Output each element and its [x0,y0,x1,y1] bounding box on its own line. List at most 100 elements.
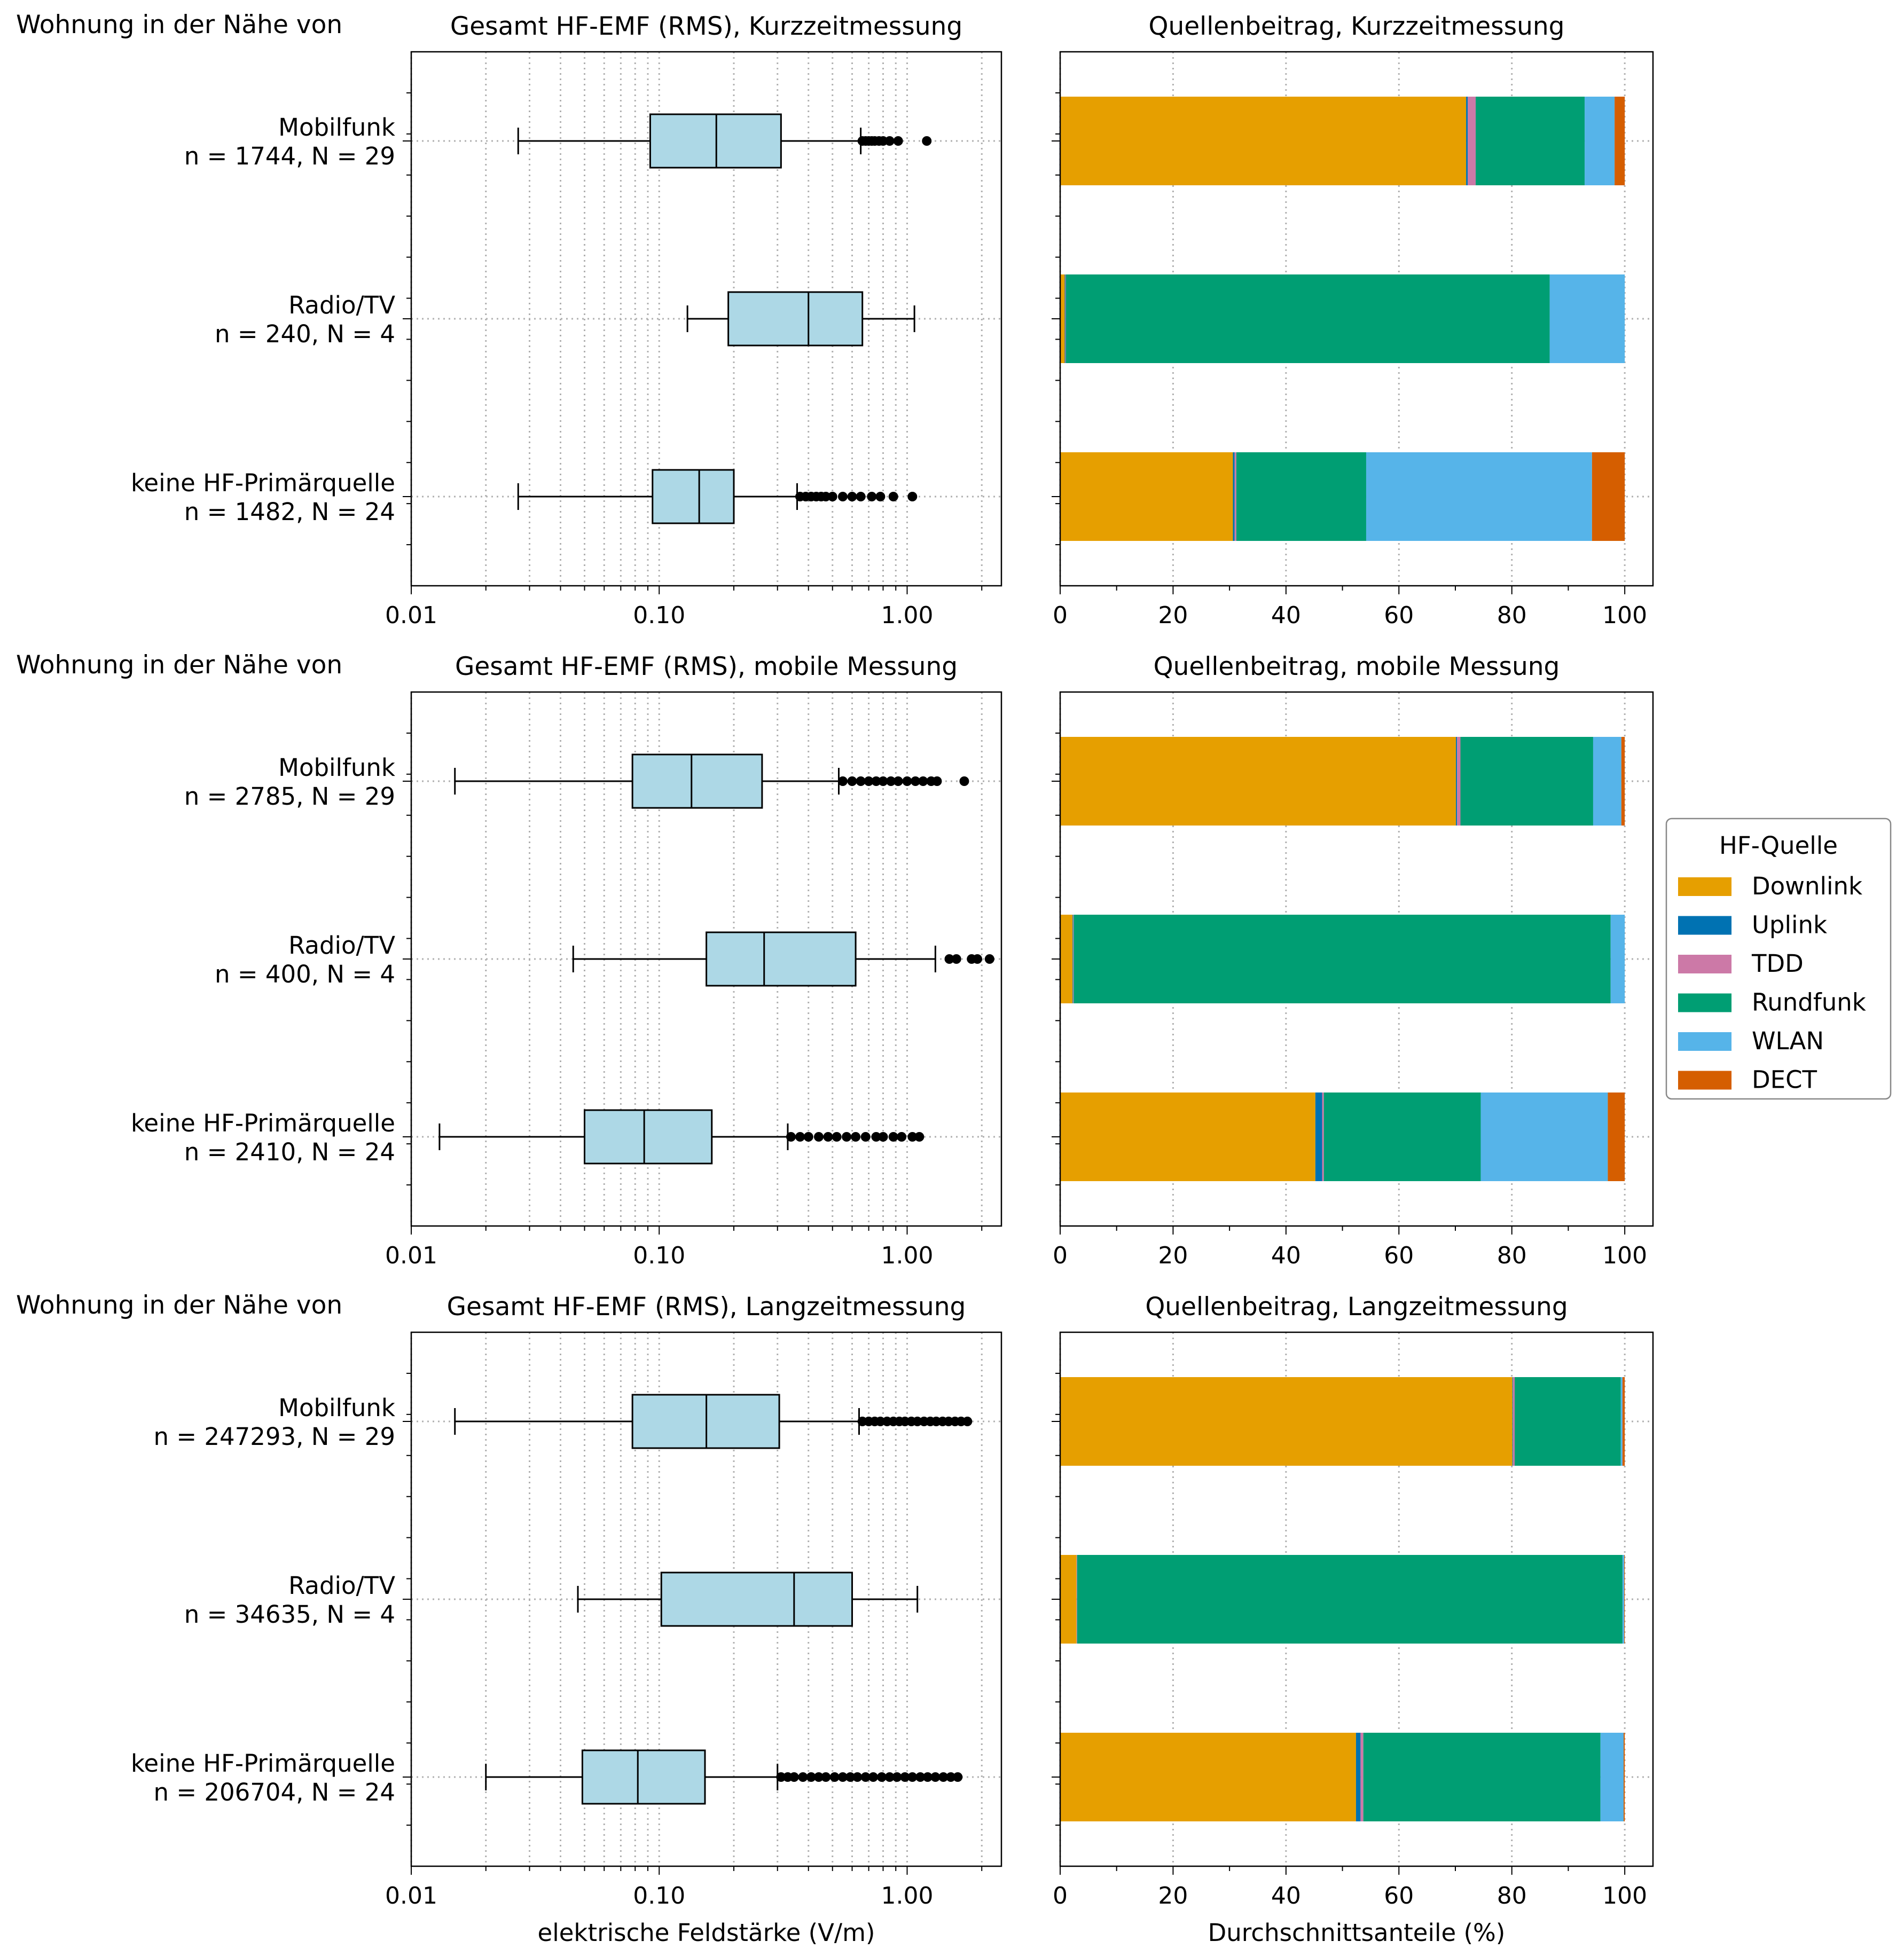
bar-segment-uplink [1233,452,1235,541]
bar-segment-downlink [1060,97,1467,185]
stack-panel-frame [1059,51,1654,587]
group-label: keine HF-Primärquelle [131,1109,395,1137]
outlier-point [803,1132,813,1142]
outlier-point [911,776,921,786]
group-label: Radio/TV [288,291,395,319]
outlier-point [932,776,942,786]
outlier-point [806,1772,816,1782]
x-tick-label: 60 [1384,1882,1414,1909]
outlier-point [847,776,857,786]
bar-segment-uplink [1315,1093,1322,1181]
outlier-point [860,1772,871,1782]
outlier-point [876,1772,887,1782]
outlier-point [907,1772,918,1782]
outlier-point [878,776,888,786]
x-tick-label: 20 [1158,1882,1188,1909]
x-tick-label: 0 [1053,602,1068,629]
iqr-box [631,753,763,809]
legend-swatch-dect [1678,1071,1731,1090]
outlier-point [832,1132,842,1142]
x-tick-label: 0.10 [633,1242,685,1269]
legend-swatch-wlan [1678,1032,1731,1051]
outlier-point [907,492,918,501]
bar-segment-rundfunk [1515,1377,1621,1466]
outlier-point [953,1772,963,1782]
outlier-point [875,1417,886,1426]
bar-segment-dect [1592,452,1625,541]
x-tick-label: 40 [1271,1882,1301,1909]
x-tick-label: 60 [1384,602,1414,629]
x-tick-label: 80 [1497,1242,1527,1269]
bar-segment-downlink [1060,1733,1356,1821]
outlier-point [984,954,994,964]
outlier-point [878,1132,888,1142]
stack-panel-title: Quellenbeitrag, Kurzzeitmessung [1148,12,1564,41]
bar-segment-uplink [1072,915,1074,1003]
x-tick-label: 60 [1384,1242,1414,1269]
outlier-point [852,1772,863,1782]
outlier-point [914,1132,924,1142]
x-tick-label: 0.01 [385,1242,437,1269]
legend-label: Rundfunk [1752,988,1866,1017]
group-n-label: n = 206704, N = 24 [154,1778,395,1806]
outlier-point [930,1772,941,1782]
outlier-point [893,136,903,146]
box-panel-frame [410,1331,1002,1867]
outlier-point [842,1132,852,1142]
outlier-point [856,776,866,786]
iqr-box [581,1749,706,1805]
group-label: Mobilfunk [278,1394,395,1422]
bar-segment-wlan [1585,97,1615,185]
outlier-point [837,1772,848,1782]
x-axis-label: Durchschnittsanteile (%) [1208,1919,1506,1947]
outlier-point [918,776,928,786]
bar-segment-downlink [1060,1555,1077,1644]
outlier-point [938,1772,949,1782]
bar-segment-uplink [1466,97,1468,185]
group-label: Radio/TV [288,1571,395,1600]
box-panel-title: Gesamt HF-EMF (RMS), mobile Messung [455,652,958,681]
outlier-point [821,1772,831,1782]
bar-segment-tdd [1468,97,1476,185]
group-n-label: n = 240, N = 4 [215,320,395,348]
x-tick-label: 40 [1271,602,1301,629]
bar-segment-wlan [1622,1555,1625,1644]
bar-segment-uplink [1355,1733,1361,1821]
bar-segment-tdd [1457,737,1461,826]
bar-segment-dect [1624,1555,1625,1644]
bar-segment-wlan [1620,1377,1623,1466]
legend-swatch-tdd [1678,955,1731,973]
bar-segment-downlink [1060,915,1073,1003]
legend-title: HF-Quelle [1719,831,1838,860]
bar-segment-rundfunk [1476,97,1585,185]
outlier-point [867,492,877,501]
outlier-point [892,1772,902,1782]
bar-segment-tdd [1234,452,1236,541]
x-tick-label: 100 [1602,1882,1647,1909]
bar-segment-dect [1621,737,1625,826]
x-tick-label: 0.10 [633,1882,685,1909]
outlier-point [884,136,895,146]
stack-panel-title: Quellenbeitrag, Langzeitmessung [1145,1292,1568,1322]
bar-segment-uplink [1064,274,1065,363]
outlier-point [821,492,831,501]
outlier-point [798,1772,808,1782]
box-panel-title: Gesamt HF-EMF (RMS), Kurzzeitmessung [450,12,962,41]
iqr-box [706,931,857,987]
legend-label: Downlink [1752,872,1862,900]
outlier-point [837,492,848,501]
bar-segment-rundfunk [1077,1555,1623,1644]
bar-segment-wlan [1366,452,1592,541]
outlier-point [851,1132,861,1142]
bar-segment-wlan [1593,737,1621,826]
iqr-box [583,1109,713,1165]
outlier-point [868,1772,879,1782]
outlier-point [922,136,932,146]
x-tick-label: 0.10 [633,602,685,629]
bar-segment-rundfunk [1065,274,1550,363]
x-tick-label: 80 [1497,602,1527,629]
bar-segment-wlan [1549,274,1625,363]
bar-segment-rundfunk [1236,452,1366,541]
box-panel-frame [410,51,1002,587]
outlier-point [837,776,848,786]
